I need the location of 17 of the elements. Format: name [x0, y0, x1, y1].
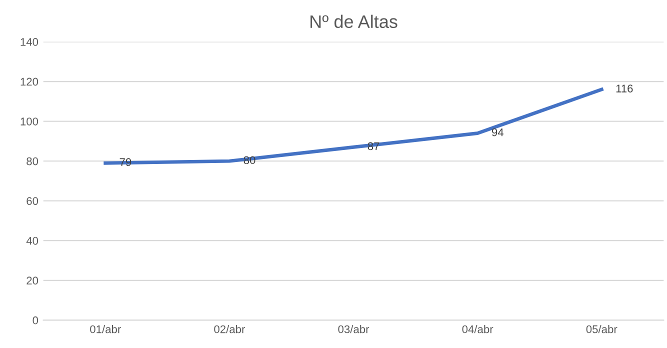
x-tick-label: 05/abr — [586, 325, 618, 334]
x-tick-label: 01/abr — [90, 325, 121, 334]
y-tick-label: 40 — [26, 236, 38, 245]
line-series — [104, 88, 604, 165]
chart-title: Nº de Altas — [310, 14, 398, 28]
x-tick-label: 04/abr — [462, 325, 494, 334]
y-tick-label: 120 — [20, 78, 38, 86]
y-tick-label: 0 — [32, 316, 38, 324]
y-tick-label: 80 — [26, 157, 38, 166]
y-tick-label: 60 — [26, 197, 38, 205]
y-tick-label: 140 — [20, 38, 38, 46]
y-tick-label: 20 — [26, 276, 38, 285]
y-tick-label: 100 — [20, 118, 38, 126]
x-tick-label: 03/abr — [338, 325, 370, 334]
data-label: 116 — [616, 84, 633, 92]
x-tick-label: 02/abr — [214, 325, 246, 334]
data-label: 94 — [492, 128, 504, 136]
